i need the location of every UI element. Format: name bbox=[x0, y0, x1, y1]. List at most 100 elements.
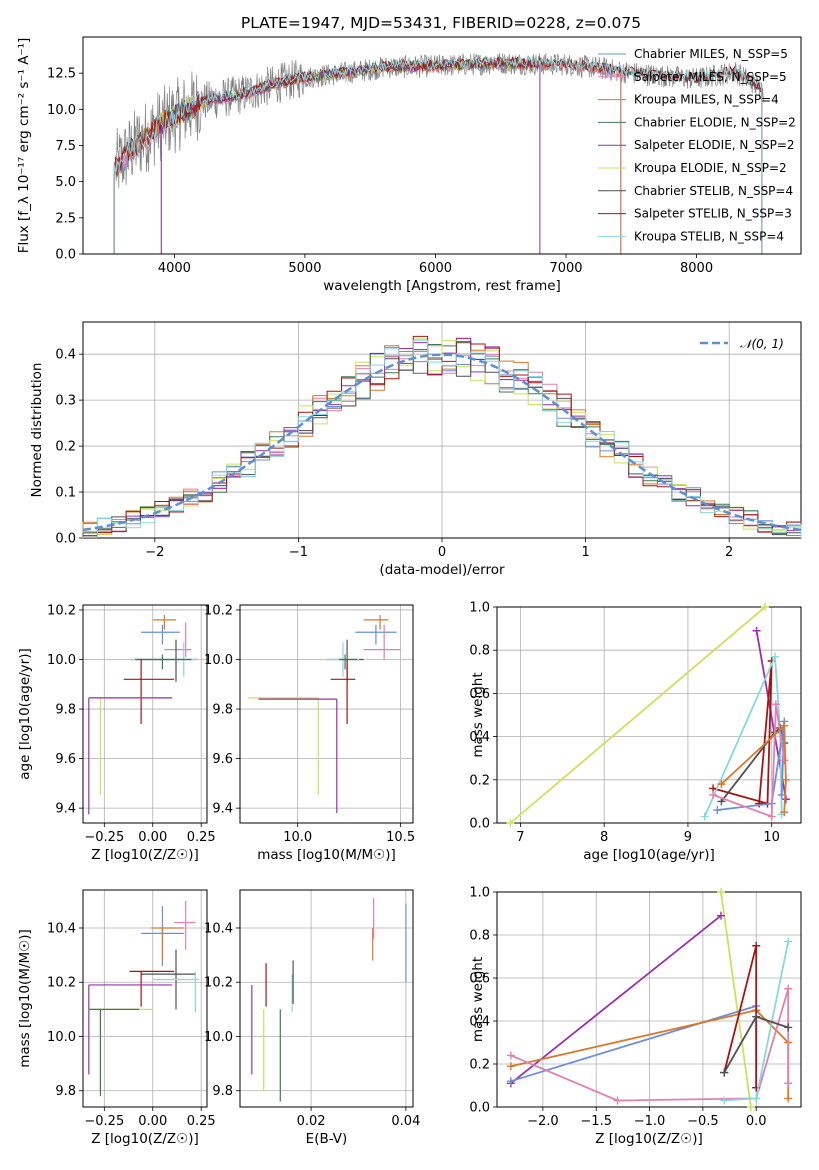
model-spectrum-chabrier-stelib bbox=[113, 56, 763, 254]
x-tick-label: −1 bbox=[289, 545, 308, 560]
weight-vs-Z-panel: −2.0 −1.5 −1.0 −0.5 0.0 0.0 0.2 0.4 0.6 0.8 1.0 Z [… bbox=[469, 886, 802, 1147]
y-tick-label: 0.1 bbox=[55, 486, 76, 501]
legend-label: Chabrier MILES, N_SSP=5 bbox=[634, 47, 788, 61]
x-tick-label: −0.25 bbox=[84, 1114, 124, 1129]
x-axis-label: Z [log10(Z/Z☉)] bbox=[91, 1131, 199, 1147]
y-tick-label: 10.2 bbox=[47, 976, 76, 991]
y-tick-label: 0.4 bbox=[469, 730, 490, 745]
weight-marker bbox=[506, 1077, 515, 1086]
weight-marker bbox=[771, 700, 780, 709]
y-tick-label: 0.6 bbox=[469, 687, 490, 702]
x-tick-label: −1.0 bbox=[634, 1114, 666, 1129]
model-spectrum-kroupa-stelib bbox=[113, 55, 763, 254]
plot-frame bbox=[239, 889, 414, 1108]
legend-label: Kroupa STELIB, N_SSP=4 bbox=[634, 229, 784, 243]
y-tick-label: 10.0 bbox=[204, 1030, 233, 1045]
weight-marker bbox=[781, 775, 790, 784]
y-tick-label: 12.5 bbox=[47, 67, 76, 82]
x-tick-label: 9 bbox=[684, 830, 692, 845]
y-tick-label: 10.0 bbox=[47, 653, 76, 668]
weight-marker bbox=[760, 603, 769, 611]
weight-marker bbox=[784, 984, 793, 993]
legend-label: Kroupa ELODIE, N_SSP=2 bbox=[634, 161, 787, 175]
x-axis-label: E(B-V) bbox=[306, 1131, 348, 1147]
weight-line-kroupa-miles bbox=[720, 723, 787, 813]
y-tick-label: 10.2 bbox=[204, 603, 233, 618]
y-tick-label: 2.5 bbox=[55, 211, 76, 226]
x-tick-label: 10.0 bbox=[283, 830, 312, 845]
model-spectrum-salpeter-stelib bbox=[113, 56, 763, 254]
figure-title: PLATE=1947, MJD=53431, FIBERID=0228, z=0… bbox=[241, 14, 641, 32]
weight-marker bbox=[784, 1094, 793, 1103]
x-tick-label: 7000 bbox=[549, 261, 582, 276]
plot-frame bbox=[496, 606, 802, 824]
residuals-panel: −2 −1 0 1 2 0.0 0.1 0.2 0.3 0.4 (data-model)/error… bbox=[29, 321, 802, 578]
y-tick-label: 10.4 bbox=[47, 921, 76, 936]
x-tick-label: 10.5 bbox=[386, 830, 415, 845]
y-tick-label: 0.2 bbox=[55, 440, 76, 455]
weight-marker bbox=[752, 1094, 761, 1103]
weight-marker bbox=[780, 721, 789, 730]
weight-marker bbox=[717, 780, 726, 789]
mass-vs-ebv-panel: 0.02 0.04 9.8 10.0 10.2 10.4 E(B-V) bbox=[204, 889, 420, 1147]
x-tick-label: −0.25 bbox=[84, 830, 124, 845]
weight-marker bbox=[506, 819, 515, 827]
weight-line-salpeter-elodie bbox=[510, 914, 722, 1085]
weight-marker bbox=[717, 911, 725, 920]
x-tick-label: 0.00 bbox=[138, 830, 167, 845]
legend-label: Chabrier STELIB, N_SSP=4 bbox=[634, 184, 793, 198]
y-tick-label: 0.3 bbox=[55, 394, 76, 409]
x-axis-label: Z [log10(Z/Z☉)] bbox=[595, 1131, 703, 1147]
x-tick-label: −1.5 bbox=[580, 1114, 612, 1129]
y-tick-label: 9.4 bbox=[212, 802, 233, 817]
y-tick-label: 10.0 bbox=[47, 1030, 76, 1045]
x-tick-label: 1 bbox=[581, 545, 589, 560]
plot-frame bbox=[82, 321, 802, 539]
y-tick-label: 0.8 bbox=[469, 644, 490, 659]
spectrum-legend: Chabrier MILES, N_SSP=5 Salpeter MILES, N… bbox=[598, 47, 796, 243]
legend-label: Kroupa MILES, N_SSP=4 bbox=[634, 93, 779, 107]
y-tick-label: 9.8 bbox=[55, 703, 76, 718]
y-tick-label: 10.2 bbox=[47, 603, 76, 618]
model-spectrum-salpeter-elodie bbox=[160, 56, 541, 254]
y-axis-label: Normed distribution bbox=[29, 363, 45, 498]
x-tick-label: 4000 bbox=[158, 261, 191, 276]
weight-marker bbox=[713, 806, 722, 815]
plot-frame bbox=[496, 891, 802, 1108]
y-tick-label: 0.2 bbox=[469, 773, 490, 788]
y-tick-label: 9.8 bbox=[212, 1084, 233, 1099]
x-tick-label: 8000 bbox=[680, 261, 713, 276]
x-tick-label: −2.0 bbox=[527, 1114, 559, 1129]
legend-label: 𝒩(0, 1) bbox=[740, 337, 784, 351]
plot-frame bbox=[82, 604, 208, 824]
legend-label: Chabrier ELODIE, N_SSP=2 bbox=[634, 115, 796, 129]
y-axis-label: mass [log10(M/M☉)] bbox=[17, 929, 33, 1068]
weight-marker bbox=[613, 1096, 622, 1105]
weight-marker bbox=[784, 937, 793, 946]
y-tick-label: 9.6 bbox=[55, 752, 76, 767]
x-tick-label: −0.5 bbox=[687, 1114, 719, 1129]
y-tick-label: 0.0 bbox=[55, 248, 76, 263]
weight-marker bbox=[771, 652, 780, 661]
legend-label: Salpeter ELODIE, N_SSP=2 bbox=[634, 138, 795, 152]
x-tick-label: 0 bbox=[438, 545, 446, 560]
weight-marker bbox=[780, 756, 789, 765]
x-tick-label: 8 bbox=[600, 830, 608, 845]
weight-marker bbox=[506, 1051, 515, 1060]
y-axis-label: mass weight bbox=[470, 957, 486, 1042]
weight-marker bbox=[746, 1103, 755, 1111]
weight-marker bbox=[709, 790, 718, 799]
weight-line-salpeter-stelib bbox=[712, 660, 773, 805]
x-tick-label: 10 bbox=[763, 830, 780, 845]
y-axis-label: Flux [f_λ 10⁻¹⁷ erg cm⁻² s⁻¹ A⁻¹] bbox=[16, 38, 32, 254]
y-tick-label: 9.8 bbox=[55, 1084, 76, 1099]
y-tick-label: 0.0 bbox=[469, 1101, 490, 1116]
y-tick-label: 9.8 bbox=[212, 703, 233, 718]
y-tick-label: 10.2 bbox=[204, 976, 233, 991]
y-tick-label: 10.0 bbox=[204, 653, 233, 668]
y-tick-label: 5.0 bbox=[55, 175, 76, 190]
weight-line-salpeter-miles bbox=[712, 704, 786, 818]
x-axis-label: (data-model)/error bbox=[379, 562, 505, 578]
weight-marker bbox=[767, 812, 776, 821]
y-tick-label: 1.0 bbox=[469, 886, 490, 901]
